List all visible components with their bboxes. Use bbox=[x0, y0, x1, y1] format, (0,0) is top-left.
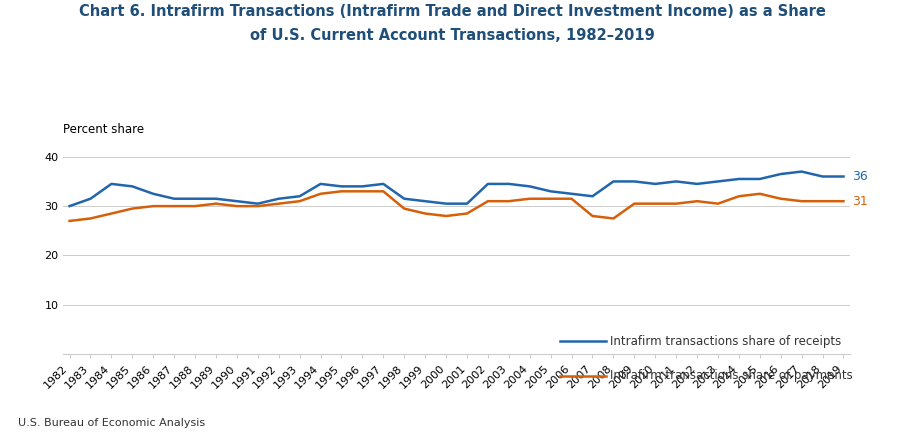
Text: U.S. Bureau of Economic Analysis: U.S. Bureau of Economic Analysis bbox=[18, 418, 205, 428]
Text: Intrafirm transactions share of receipts: Intrafirm transactions share of receipts bbox=[610, 335, 841, 348]
Text: of U.S. Current Account Transactions, 1982–2019: of U.S. Current Account Transactions, 19… bbox=[249, 28, 654, 43]
Text: Intrafirm transactions share of payments: Intrafirm transactions share of payments bbox=[610, 369, 852, 382]
Text: 36: 36 bbox=[851, 170, 867, 183]
Text: Percent share: Percent share bbox=[63, 123, 144, 136]
Text: 31: 31 bbox=[851, 195, 867, 208]
Text: Chart 6. Intrafirm Transactions (Intrafirm Trade and Direct Investment Income) a: Chart 6. Intrafirm Transactions (Intrafi… bbox=[79, 4, 824, 19]
